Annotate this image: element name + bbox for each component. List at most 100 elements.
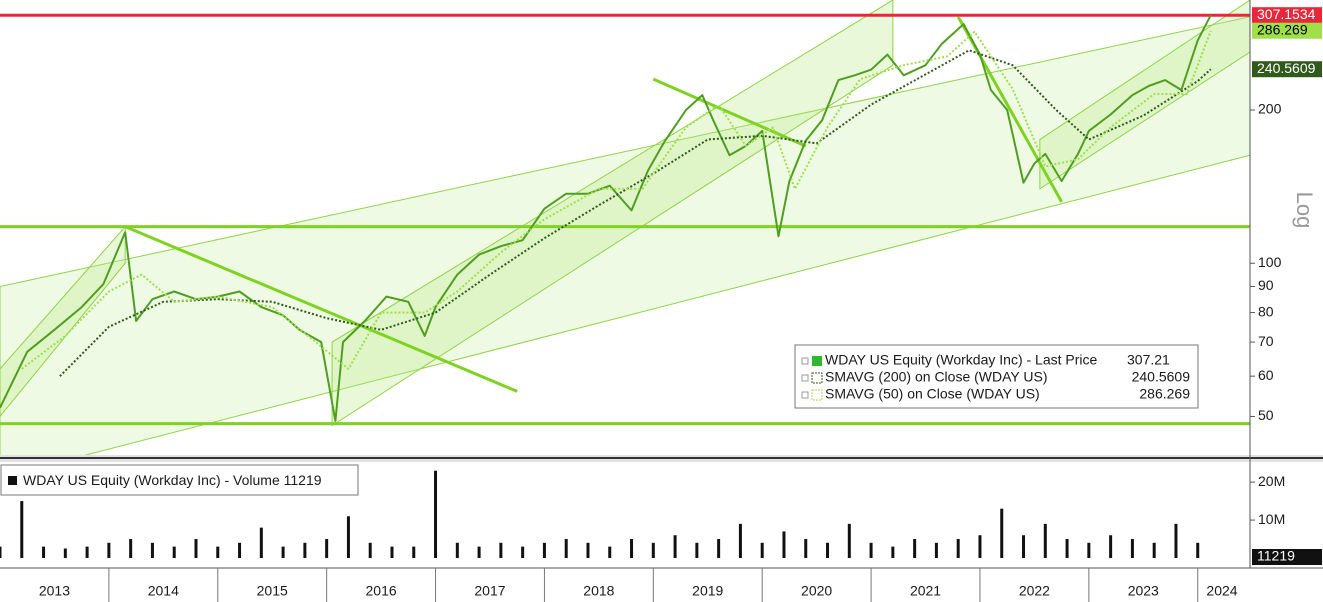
trend-channel xyxy=(0,16,1250,455)
volume-bar xyxy=(630,539,634,558)
price-tag xyxy=(1252,61,1322,78)
volume-bar xyxy=(20,501,24,558)
volume-bar xyxy=(194,539,198,558)
volume-bar xyxy=(434,470,438,558)
volume-bar xyxy=(913,539,917,558)
volume-bar xyxy=(346,516,350,558)
volume-bar xyxy=(869,542,873,558)
volume-bar xyxy=(390,546,394,558)
y-tick-label: 200 xyxy=(1258,101,1282,117)
x-tick-label: 2015 xyxy=(257,583,288,599)
legend-swatch xyxy=(811,389,823,401)
legend-value: 11219 xyxy=(284,472,322,488)
legend-bullet xyxy=(801,374,809,382)
legend-bullet xyxy=(801,391,809,399)
y-tick-label: 80 xyxy=(1258,303,1274,319)
x-tick-label: 2022 xyxy=(1019,583,1050,599)
volume-bar xyxy=(673,535,677,558)
legend-value: 240.5609 xyxy=(1132,369,1191,385)
legend-value: 307.21 xyxy=(1127,352,1170,368)
volume-bar xyxy=(651,542,655,558)
x-tick-label: 2016 xyxy=(366,583,397,599)
volume-bar xyxy=(63,548,67,558)
price-tag xyxy=(1252,7,1322,24)
volume-bar xyxy=(325,539,329,558)
legend-label: SMAVG (50) on Close (WDAY US) xyxy=(825,386,1040,402)
volume-bar xyxy=(259,527,263,558)
price-line xyxy=(0,14,1212,422)
volume-bar xyxy=(542,542,546,558)
volume-bar xyxy=(1022,535,1026,558)
trend-channel xyxy=(331,0,894,427)
y-axis-title: Log xyxy=(1292,192,1317,229)
volume-bar xyxy=(804,539,808,558)
legend-label: WDAY US Equity (Workday Inc) - Volume 11… xyxy=(23,472,322,488)
legend-bullet xyxy=(801,357,809,365)
legend-swatch xyxy=(812,356,822,366)
y-tick-label: 70 xyxy=(1258,333,1274,349)
price-tag-label: 240.5609 xyxy=(1257,60,1316,76)
x-tick-label: 2013 xyxy=(39,583,70,599)
volume-bar xyxy=(281,546,285,558)
volume-bar xyxy=(1065,539,1069,558)
x-tick-label: 2020 xyxy=(801,583,832,599)
legend-swatch xyxy=(8,476,17,485)
volume-bar xyxy=(238,542,242,558)
volume-bar xyxy=(1043,523,1047,558)
volume-bar xyxy=(107,542,111,558)
volume-bar xyxy=(85,546,89,558)
volume-bar xyxy=(216,546,220,558)
legend-value: 286.269 xyxy=(1139,386,1190,402)
volume-bar xyxy=(738,523,742,558)
price-tag-label: 286.269 xyxy=(1257,21,1308,37)
volume-bar xyxy=(934,542,938,558)
volume-tag xyxy=(1252,549,1322,565)
volume-bar xyxy=(412,546,416,558)
x-tick-label: 2014 xyxy=(148,583,179,599)
volume-bar xyxy=(499,542,503,558)
volume-bar xyxy=(150,542,154,558)
x-tick-label: 2017 xyxy=(474,583,505,599)
volume-bar xyxy=(847,523,851,558)
y-tick-label: 60 xyxy=(1258,367,1274,383)
x-tick-label: 2019 xyxy=(692,583,723,599)
volume-bar xyxy=(0,546,2,558)
volume-bar xyxy=(891,546,895,558)
volume-bar xyxy=(608,546,612,558)
x-tick-label: 2021 xyxy=(910,583,941,599)
volume-bar xyxy=(303,542,307,558)
volume-bar xyxy=(521,546,525,558)
volume-bar xyxy=(586,542,590,558)
volume-bar xyxy=(564,539,568,558)
volume-bar xyxy=(455,542,459,558)
volume-bar xyxy=(1152,542,1156,558)
volume-bar xyxy=(1000,508,1004,558)
volume-bar xyxy=(1130,539,1134,558)
x-tick-label: 2024 xyxy=(1206,583,1237,599)
y-tick-label: 100 xyxy=(1258,254,1282,270)
trend-line xyxy=(124,225,518,393)
y-tick-label: 90 xyxy=(1258,277,1274,293)
axes: 5060708090100200307.1534240.5609286.2691… xyxy=(39,6,1322,602)
trend-channel xyxy=(1039,0,1250,190)
volume-bar xyxy=(760,542,764,558)
price-panel xyxy=(0,0,1250,455)
volume-bar xyxy=(172,546,176,558)
moving-average-line xyxy=(59,49,1212,377)
volume-bar xyxy=(1109,535,1113,558)
volume-bar xyxy=(42,546,46,558)
price-tag-label: 307.1534 xyxy=(1257,6,1316,22)
volume-bar xyxy=(1196,542,1200,558)
legend-box xyxy=(0,464,359,496)
legend-box xyxy=(794,344,1199,409)
volume-bar xyxy=(1087,542,1091,558)
legend-name: WDAY US Equity (Workday Inc) - Volume xyxy=(23,472,280,488)
volume-bar xyxy=(978,535,982,558)
volume-bar xyxy=(956,539,960,558)
legend-swatch xyxy=(811,372,823,384)
volume-tick-label: 20M xyxy=(1258,473,1285,489)
price-tag xyxy=(1252,22,1322,39)
